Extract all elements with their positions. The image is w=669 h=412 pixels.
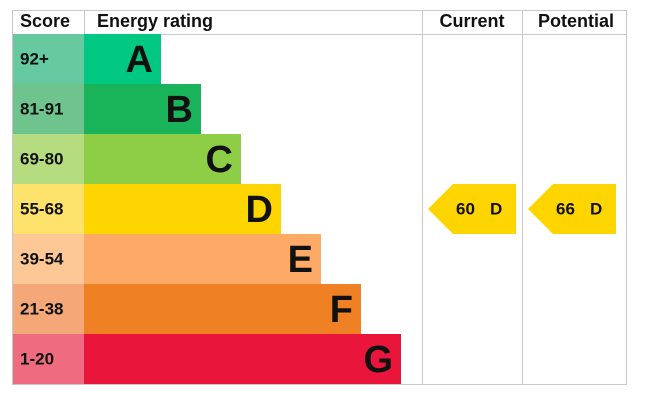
rating-bar — [84, 234, 321, 284]
potential-arrow — [528, 184, 616, 234]
score-label: 69-80 — [20, 149, 63, 168]
rating-bar — [84, 134, 241, 184]
rating-bar — [84, 334, 401, 384]
score-cell — [13, 184, 84, 234]
score-label: 55-68 — [20, 199, 63, 218]
current-rating: D — [490, 199, 502, 218]
score-cell — [13, 234, 84, 284]
score-label: 21-38 — [20, 299, 63, 318]
rating-bar — [84, 84, 201, 134]
rating-letter: D — [246, 189, 273, 231]
potential-score: 66 — [556, 199, 575, 218]
header-current: Current — [439, 11, 504, 31]
score-cell — [13, 84, 84, 134]
score-cell — [13, 284, 84, 334]
rating-bar — [84, 34, 161, 84]
current-score: 60 — [456, 199, 475, 218]
rating-letter: E — [288, 239, 313, 281]
score-label: 39-54 — [20, 249, 64, 268]
score-cell — [13, 34, 84, 84]
score-cell — [13, 134, 84, 184]
header-potential: Potential — [538, 11, 614, 31]
rating-letter: C — [206, 139, 233, 181]
score-cell — [13, 334, 84, 384]
rating-letter: A — [126, 39, 153, 81]
potential-rating: D — [590, 199, 602, 218]
frame — [12, 10, 627, 385]
score-label: 1-20 — [20, 349, 54, 368]
rating-bar — [84, 284, 361, 334]
rating-letter: B — [166, 89, 193, 131]
score-label: 81-91 — [20, 99, 63, 118]
rating-letter: G — [363, 339, 393, 381]
rating-bar — [84, 184, 281, 234]
header-score: Score — [20, 11, 70, 31]
current-arrow — [428, 184, 516, 234]
header-rating: Energy rating — [97, 11, 213, 31]
score-label: 92+ — [20, 49, 49, 68]
rating-letter: F — [330, 289, 353, 331]
